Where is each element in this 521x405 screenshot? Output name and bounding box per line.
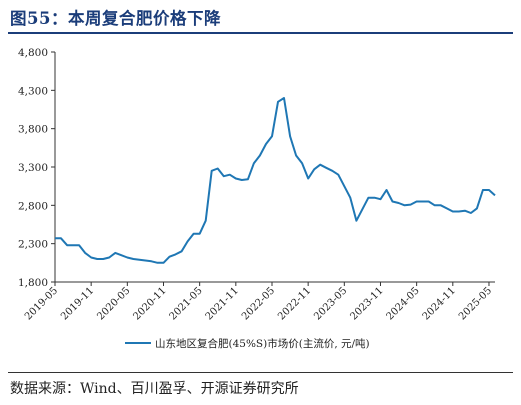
y-tick-label: 3,800 bbox=[18, 124, 48, 136]
legend-label: 山东地区复合肥(45%S)市场价(主流价, 元/吨) bbox=[155, 337, 370, 350]
x-tick-label: 2019-05 bbox=[23, 285, 60, 322]
y-tick-label: 3,300 bbox=[18, 162, 48, 174]
legend: 山东地区复合肥(45%S)市场价(主流价, 元/吨) bbox=[125, 337, 370, 350]
source-rule bbox=[8, 372, 513, 373]
series-line bbox=[55, 97, 496, 264]
series-group bbox=[55, 97, 496, 264]
source-note: 数据来源：Wind、百川盈孚、开源证券研究所 bbox=[10, 381, 299, 397]
x-tick-label: 2022-11 bbox=[276, 285, 313, 322]
x-tick-label: 2022-05 bbox=[240, 285, 277, 322]
x-tick-label: 2024-05 bbox=[385, 285, 422, 322]
y-tick-label: 4,800 bbox=[18, 47, 48, 59]
figure-title: 图55：本周复合肥价格下降 bbox=[10, 9, 221, 28]
x-tick-label: 2020-11 bbox=[131, 285, 168, 322]
chart-axes bbox=[54, 52, 495, 283]
y-tick-label: 2,800 bbox=[18, 200, 48, 212]
y-tick-label: 2,300 bbox=[18, 239, 48, 251]
line-chart: 1,800 2,300 2,800 3,300 3,800 4,300 4,800 2019… bbox=[18, 47, 496, 350]
x-tick-label: 2023-11 bbox=[348, 285, 385, 322]
x-tick-label: 2020-05 bbox=[95, 285, 132, 322]
x-tick-label: 2023-05 bbox=[312, 285, 349, 322]
axis-lines bbox=[54, 52, 495, 283]
y-tick-label: 4,300 bbox=[18, 85, 48, 97]
x-tick-label: 2021-11 bbox=[204, 285, 241, 322]
x-tick-label: 2021-05 bbox=[168, 285, 205, 322]
title-rule bbox=[8, 32, 513, 34]
x-tick-label: 2025-05 bbox=[457, 285, 494, 322]
x-tick-label: 2024-11 bbox=[421, 285, 458, 322]
x-tick-label: 2019-11 bbox=[59, 285, 96, 322]
y-tick-label: 1,800 bbox=[18, 277, 48, 289]
x-axis-ticks: 2019-052019-112020-052020-112021-052021-… bbox=[23, 282, 494, 323]
y-axis-ticks: 1,800 2,300 2,800 3,300 3,800 4,300 4,800 bbox=[18, 47, 55, 289]
